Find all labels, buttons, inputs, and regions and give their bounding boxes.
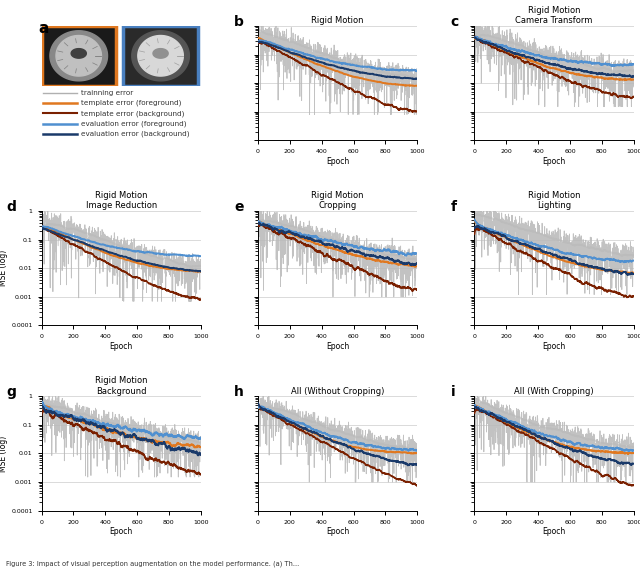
Title: Rigid Motion
Camera Transform: Rigid Motion Camera Transform: [515, 6, 593, 25]
Text: evaluation error (background): evaluation error (background): [81, 131, 190, 137]
Title: Rigid Motion
Cropping: Rigid Motion Cropping: [311, 191, 364, 211]
X-axis label: Epoch: Epoch: [543, 157, 566, 166]
Polygon shape: [153, 48, 168, 58]
Title: Rigid Motion
Lighting: Rigid Motion Lighting: [528, 191, 580, 211]
Y-axis label: MSE (log): MSE (log): [0, 250, 8, 286]
Polygon shape: [56, 36, 102, 76]
Text: trainning error: trainning error: [81, 89, 134, 96]
Bar: [42, 26, 116, 85]
X-axis label: Epoch: Epoch: [543, 342, 566, 351]
Bar: [124, 26, 198, 85]
Title: Rigid Motion: Rigid Motion: [311, 16, 364, 25]
X-axis label: Epoch: Epoch: [109, 342, 132, 351]
Polygon shape: [50, 31, 108, 81]
Text: g: g: [6, 385, 17, 399]
Text: f: f: [451, 200, 456, 213]
Text: template error (foreground): template error (foreground): [81, 100, 182, 106]
X-axis label: Epoch: Epoch: [326, 527, 349, 537]
Text: a: a: [38, 21, 49, 36]
Text: i: i: [451, 385, 455, 399]
Title: Rigid Motion
Background: Rigid Motion Background: [95, 376, 147, 396]
X-axis label: Epoch: Epoch: [326, 342, 349, 351]
Text: template error (background): template error (background): [81, 110, 185, 117]
Text: b: b: [234, 14, 244, 28]
Y-axis label: MSE (log): MSE (log): [0, 436, 8, 471]
Title: Rigid Motion
Image Reduction: Rigid Motion Image Reduction: [86, 191, 157, 211]
Text: Figure 3: Impact of visual perception augmentation on the model performance. (a): Figure 3: Impact of visual perception au…: [6, 560, 300, 567]
Text: h: h: [234, 385, 244, 399]
X-axis label: Epoch: Epoch: [109, 527, 132, 537]
Text: d: d: [6, 200, 17, 213]
Text: evaluation error (foreground): evaluation error (foreground): [81, 121, 187, 127]
Polygon shape: [132, 31, 189, 81]
Title: All (With Cropping): All (With Cropping): [514, 387, 594, 396]
Text: e: e: [234, 200, 244, 213]
Title: All (Without Cropping): All (Without Cropping): [291, 387, 384, 396]
Polygon shape: [138, 36, 183, 76]
Polygon shape: [71, 48, 86, 58]
X-axis label: Epoch: Epoch: [543, 527, 566, 537]
Text: c: c: [451, 14, 459, 28]
X-axis label: Epoch: Epoch: [326, 157, 349, 166]
